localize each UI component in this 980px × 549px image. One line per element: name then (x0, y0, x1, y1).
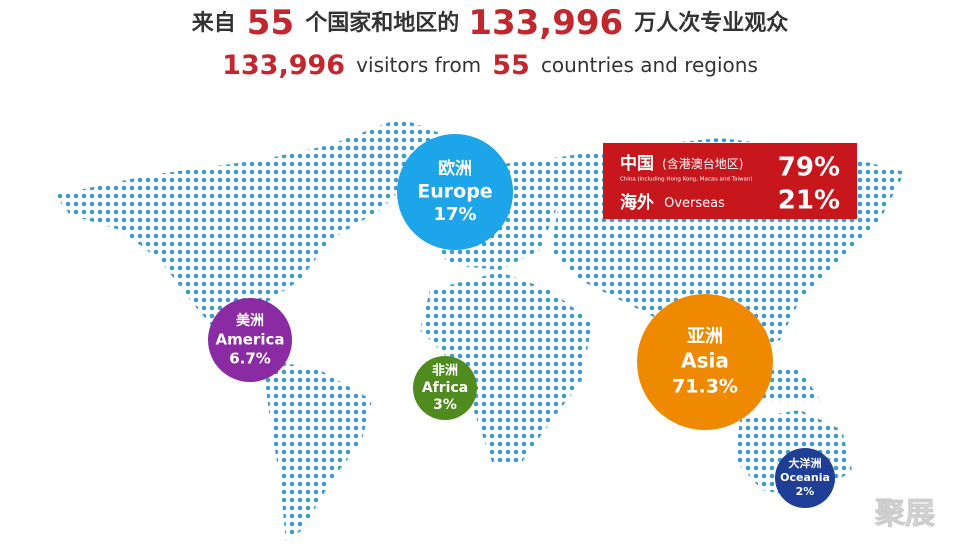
text: visitors from (356, 53, 481, 77)
number: 133,996 (222, 50, 345, 81)
region-share: 2% (796, 485, 815, 498)
box-background (603, 143, 857, 219)
region-name-cn: 美洲 (236, 312, 264, 329)
region-name-en: America (216, 331, 285, 349)
region-bubble (775, 448, 835, 508)
number: 55 (247, 3, 294, 43)
share: 79% (778, 153, 840, 183)
text: 来自 (191, 10, 236, 36)
number: 55 (492, 50, 530, 81)
region-share: 71.3% (672, 376, 738, 398)
watermark: 聚展 (874, 497, 935, 532)
china-row: 中国 (含港澳台地区) (620, 153, 743, 174)
region-share: 6.7% (229, 350, 271, 368)
region-bubble (637, 294, 773, 430)
label: 海外 (620, 192, 654, 213)
region-name-en: Africa (422, 380, 468, 396)
label-en: Overseas (664, 196, 725, 211)
text: 个国家和地区的 (305, 10, 459, 36)
region-share: 3% (433, 397, 457, 413)
region-name-cn: 欧洲 (438, 158, 472, 179)
region-name-cn: 大洋洲 (789, 456, 822, 470)
region-name-cn: 亚洲 (687, 326, 723, 347)
china-box: 中国 (含港澳台地区) China (including Hong Kong, … (603, 143, 857, 219)
number: 133,996 (468, 3, 623, 43)
region-name-cn: 非洲 (432, 363, 458, 379)
headline-en: 133,996 visitors from 55 countries and r… (222, 50, 758, 81)
region-bubble (413, 356, 477, 420)
region-bubble (208, 298, 292, 382)
sub-label: China (including Hong Kong, Macau and Ta… (620, 177, 753, 183)
region-bubble (397, 134, 513, 250)
text: 万人次专业观众 (633, 10, 788, 36)
headline-cn: 来自 55 个国家和地区的 133,996 万人次专业观众 (191, 3, 789, 43)
header: 来自 55 个国家和地区的 133,996 万人次专业观众 133,996 vi… (191, 3, 789, 81)
label: 中国 (620, 153, 654, 174)
text: countries and regions (541, 53, 758, 77)
region-name-en: Asia (681, 349, 729, 373)
region-name-en: Europe (417, 181, 492, 203)
share: 21% (778, 186, 840, 216)
overseas-row: 海外 Overseas (620, 192, 725, 213)
region-share: 17% (433, 204, 476, 225)
note: (含港澳台地区) (662, 156, 743, 171)
region-name-en: Oceania (780, 471, 830, 484)
